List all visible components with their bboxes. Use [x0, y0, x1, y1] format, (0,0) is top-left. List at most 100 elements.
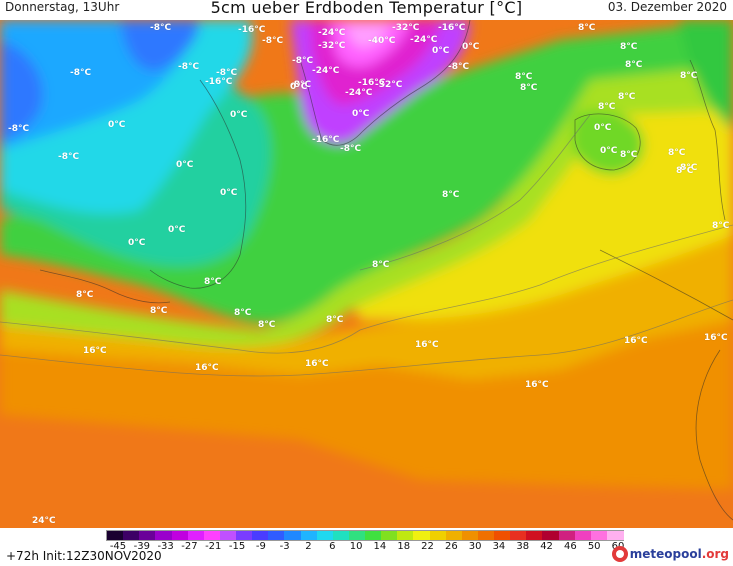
meteopool-logo[interactable]: meteopool.org — [611, 545, 729, 563]
temperature-label: -16°C — [312, 135, 340, 145]
color-scale-segment — [268, 531, 285, 540]
temperature-label: 8°C — [442, 190, 460, 200]
color-scale-tick-label: -9 — [255, 541, 266, 552]
color-scale-segment — [187, 531, 205, 540]
temperature-label: 0°C — [176, 160, 194, 170]
temperature-field — [0, 20, 733, 528]
color-scale-segment — [219, 531, 237, 540]
color-scale-segment — [316, 531, 334, 540]
logo-text: meteopool.org — [629, 547, 729, 561]
color-scale-tick-label: 50 — [587, 541, 601, 552]
temperature-color-scale — [106, 530, 624, 541]
temperature-label: -8°C — [58, 152, 80, 162]
color-scale-segment — [284, 531, 302, 540]
temperature-label: 16°C — [624, 336, 648, 346]
temperature-label: 0°C — [594, 123, 612, 133]
temperature-label: 8°C — [680, 163, 698, 173]
color-scale-segment — [397, 531, 414, 540]
temperature-label: -8°C — [292, 56, 314, 66]
color-scale-tick-label: -21 — [205, 541, 222, 552]
model-run-info: +72h Init:12Z30NOV2020 — [6, 549, 162, 563]
color-scale-segment — [348, 531, 366, 540]
temperature-map: -8°C -16°C -8°C -24°C -32°C -16°C -32°C -40°C -2… — [0, 20, 733, 528]
color-scale-segment — [203, 531, 221, 540]
temperature-label: 8°C — [620, 42, 638, 52]
color-scale-segment — [477, 531, 495, 540]
color-scale-segment — [236, 531, 253, 540]
temperature-label: 8°C — [515, 72, 533, 82]
temperature-label: 0°C — [352, 109, 370, 119]
temperature-label: -8°C — [448, 62, 470, 72]
color-scale-tick-label: 42 — [540, 541, 553, 552]
temperature-label: -24°C — [410, 35, 438, 45]
color-scale-segment — [365, 531, 382, 540]
temperature-label: 8°C — [680, 71, 698, 81]
temperature-label: -8°C — [8, 124, 30, 134]
temperature-label: -16°C — [438, 23, 466, 33]
weekday-time: Donnerstag, 13Uhr — [5, 0, 120, 14]
temperature-label: 8°C — [234, 308, 252, 318]
color-scale-segment — [107, 531, 124, 540]
forecast-date: 03. Dezember 2020 — [607, 0, 727, 14]
color-scale-tick-label: -15 — [228, 541, 246, 552]
temperature-label: -8°C — [290, 80, 312, 90]
temperature-label: -16°C — [358, 78, 386, 88]
temperature-label: 16°C — [704, 333, 728, 343]
temperature-label: -8°C — [340, 144, 362, 154]
temperature-label: 0°C — [220, 188, 238, 198]
color-scale-segment — [332, 531, 350, 540]
temperature-label: 16°C — [525, 380, 549, 390]
temperature-label: 16°C — [305, 359, 329, 369]
temperature-label: 8°C — [712, 221, 730, 231]
temperature-label: 8°C — [520, 83, 538, 93]
temperature-label: 0°C — [462, 42, 480, 52]
temperature-label: 16°C — [415, 340, 439, 350]
temperature-label: 8°C — [204, 277, 222, 287]
temperature-label: -32°C — [375, 80, 403, 90]
color-scale-tick-label: 10 — [349, 541, 363, 552]
temperature-label: -24°C — [312, 66, 340, 76]
color-scale-tick-label: 2 — [305, 541, 312, 552]
temperature-label: -8°C — [216, 68, 238, 78]
map-header: Donnerstag, 13Uhr 5cm ueber Erdboden Tem… — [0, 0, 733, 20]
temperature-label: -40°C — [368, 36, 396, 46]
temperature-label: -16°C — [205, 77, 233, 87]
temperature-label: 24°C — [32, 516, 56, 526]
color-scale-segment — [590, 531, 608, 540]
color-scale-segment — [429, 531, 447, 540]
temperature-label: 8°C — [618, 92, 636, 102]
temperature-label: 0°C — [128, 238, 146, 248]
color-scale-tick-label: -33 — [157, 541, 174, 552]
color-scale-segment — [381, 531, 398, 540]
temperature-label: -16°C — [238, 25, 266, 35]
color-scale-segment — [252, 531, 269, 540]
temperature-label: -8°C — [262, 36, 284, 46]
temperature-label: 8°C — [326, 315, 344, 325]
temperature-label: -24°C — [345, 88, 373, 98]
color-scale-tick-label: -27 — [181, 541, 198, 552]
temperature-label: 8°C — [620, 150, 638, 160]
temperature-label: 8°C — [76, 290, 94, 300]
color-scale-segment — [510, 531, 527, 540]
temperature-label: 8°C — [372, 260, 390, 270]
color-scale-segment — [558, 531, 576, 540]
temperature-label: 8°C — [258, 320, 276, 330]
temperature-label: 0°C — [290, 82, 308, 92]
color-scale-segment — [413, 531, 431, 540]
temperature-label: 0°C — [108, 120, 126, 130]
color-scale-segment — [526, 531, 543, 540]
temperature-label: 0°C — [230, 110, 248, 120]
color-scale-tick-label: -45 — [109, 541, 127, 552]
temperature-label: -8°C — [150, 23, 172, 33]
temperature-label: 8°C — [668, 148, 686, 158]
temperature-label: 8°C — [676, 166, 694, 176]
temperature-label: 16°C — [195, 363, 219, 373]
color-scale-tick-label: -39 — [133, 541, 150, 552]
map-title: 5cm ueber Erdboden Temperatur [°C] — [210, 0, 523, 17]
temperature-label: -32°C — [318, 41, 346, 51]
temperature-label: -32°C — [392, 23, 420, 33]
temperature-label: 8°C — [598, 102, 616, 112]
color-scale-segment — [542, 531, 560, 540]
temperature-label: -8°C — [70, 68, 92, 78]
color-scale-tick-label: 14 — [373, 541, 387, 552]
